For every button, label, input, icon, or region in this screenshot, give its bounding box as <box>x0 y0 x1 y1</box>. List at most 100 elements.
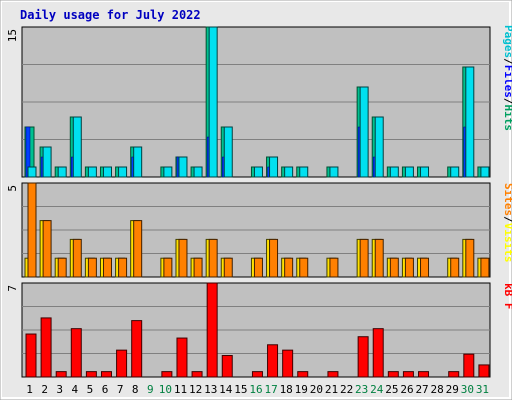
bar-kbytes <box>357 336 369 378</box>
legend-entry: Files <box>502 65 512 98</box>
bar-pages <box>42 146 52 178</box>
legend-entry: / <box>502 58 512 65</box>
bar-sites <box>163 257 173 278</box>
bar-kbytes <box>70 328 82 378</box>
x-tick-label: 14 <box>219 383 233 396</box>
bar-kbytes <box>206 282 218 378</box>
bar-pages <box>102 166 112 178</box>
bar-pages <box>269 156 279 178</box>
bar-kbytes <box>100 371 112 378</box>
legend-hits-files-pages: Pages/Files/Hits <box>502 25 512 131</box>
x-tick-label: 26 <box>400 383 413 396</box>
bar-kbytes <box>251 371 263 378</box>
legend-kbytes: kB F <box>502 283 512 310</box>
bar-sites <box>178 238 188 278</box>
bar-pages <box>374 116 384 178</box>
bar-pages <box>72 116 82 178</box>
bar-sites <box>420 257 430 278</box>
x-tick-label: 6 <box>102 383 109 396</box>
bar-pages <box>299 166 309 178</box>
x-tick-label: 7 <box>117 383 124 396</box>
x-tick-label: 11 <box>174 383 187 396</box>
bar-kbytes <box>267 344 279 378</box>
bar-sites <box>389 257 399 278</box>
bar-sites <box>359 238 369 278</box>
x-tick-label: 22 <box>340 383 353 396</box>
bar-pages <box>178 156 188 178</box>
bar-sites <box>223 257 233 278</box>
bar-kbytes <box>297 371 309 378</box>
bar-sites <box>72 238 82 278</box>
bar-pages <box>420 166 430 178</box>
x-tick-label: 28 <box>431 383 444 396</box>
y-max-label: 15 <box>6 29 19 42</box>
x-tick-label: 1 <box>26 383 33 396</box>
bar-sites <box>102 257 112 278</box>
bar-pages <box>284 166 294 178</box>
bar-pages <box>465 66 475 178</box>
x-tick-label: 8 <box>132 383 139 396</box>
bar-kbytes <box>85 371 97 378</box>
bar-sites <box>329 257 339 278</box>
bar-kbytes <box>131 320 143 378</box>
legend-entry: kB F <box>502 283 512 310</box>
bar-kbytes <box>418 371 430 378</box>
legend-entry: Visits <box>502 223 512 263</box>
x-tick-label: 20 <box>310 383 323 396</box>
bar-sites <box>133 220 143 278</box>
bar-pages <box>450 166 460 178</box>
bar-pages <box>193 166 203 178</box>
bar-kbytes <box>478 364 490 378</box>
bar-pages <box>480 166 490 178</box>
bar-sites <box>253 257 263 278</box>
bar-sites <box>27 182 37 278</box>
bar-pages <box>57 166 67 178</box>
bar-sites <box>42 220 52 278</box>
bar-kbytes <box>25 333 37 378</box>
x-tick-label: 30 <box>461 383 474 396</box>
bar-pages <box>133 146 143 178</box>
bar-pages <box>163 166 173 178</box>
bar-kbytes <box>463 353 475 378</box>
legend-entry: Sites <box>502 183 512 216</box>
x-tick-label: 17 <box>264 383 277 396</box>
bar-pages <box>27 166 37 178</box>
bar-kbytes <box>327 371 339 378</box>
x-tick-label: 4 <box>72 383 79 396</box>
x-tick-label: 9 <box>147 383 154 396</box>
legend-entry: Hits <box>502 105 512 132</box>
bar-kbytes <box>282 349 294 378</box>
bar-kbytes <box>161 371 173 378</box>
legend-entry: Pages <box>502 25 512 58</box>
bar-pages <box>359 86 369 178</box>
x-tick-label: 16 <box>249 383 262 396</box>
x-tick-label: 13 <box>204 383 217 396</box>
x-axis-labels: 1 2 3 4 5 6 7 8 9 10 11 12 13 14 15 16 17 18 19 20 21 22 23 24 2… <box>26 383 489 396</box>
bar-sites <box>87 257 97 278</box>
bar-sites <box>465 238 475 278</box>
y-max-label: 7 <box>6 285 19 292</box>
bar-pages <box>329 166 339 178</box>
x-tick-label: 2 <box>41 383 48 396</box>
x-tick-label: 29 <box>446 383 459 396</box>
x-tick-label: 25 <box>385 383 398 396</box>
bar-sites <box>374 238 384 278</box>
bar-sites <box>193 257 203 278</box>
legend-entry: / <box>502 216 512 223</box>
chart-title: Daily usage for July 2022 <box>20 8 201 22</box>
bar-kbytes <box>448 371 460 378</box>
bar-pages <box>87 166 97 178</box>
bar-sites <box>284 257 294 278</box>
bar-kbytes <box>221 355 233 378</box>
bar-sites <box>480 257 490 278</box>
bar-kbytes <box>372 328 384 378</box>
bar-kbytes <box>116 349 128 378</box>
legend-visits-sites: Sites/Visits <box>502 183 512 263</box>
x-tick-label: 24 <box>370 383 384 396</box>
x-tick-label: 10 <box>159 383 172 396</box>
x-tick-label: 3 <box>56 383 63 396</box>
bar-sites <box>118 257 128 278</box>
bar-pages <box>223 126 233 178</box>
